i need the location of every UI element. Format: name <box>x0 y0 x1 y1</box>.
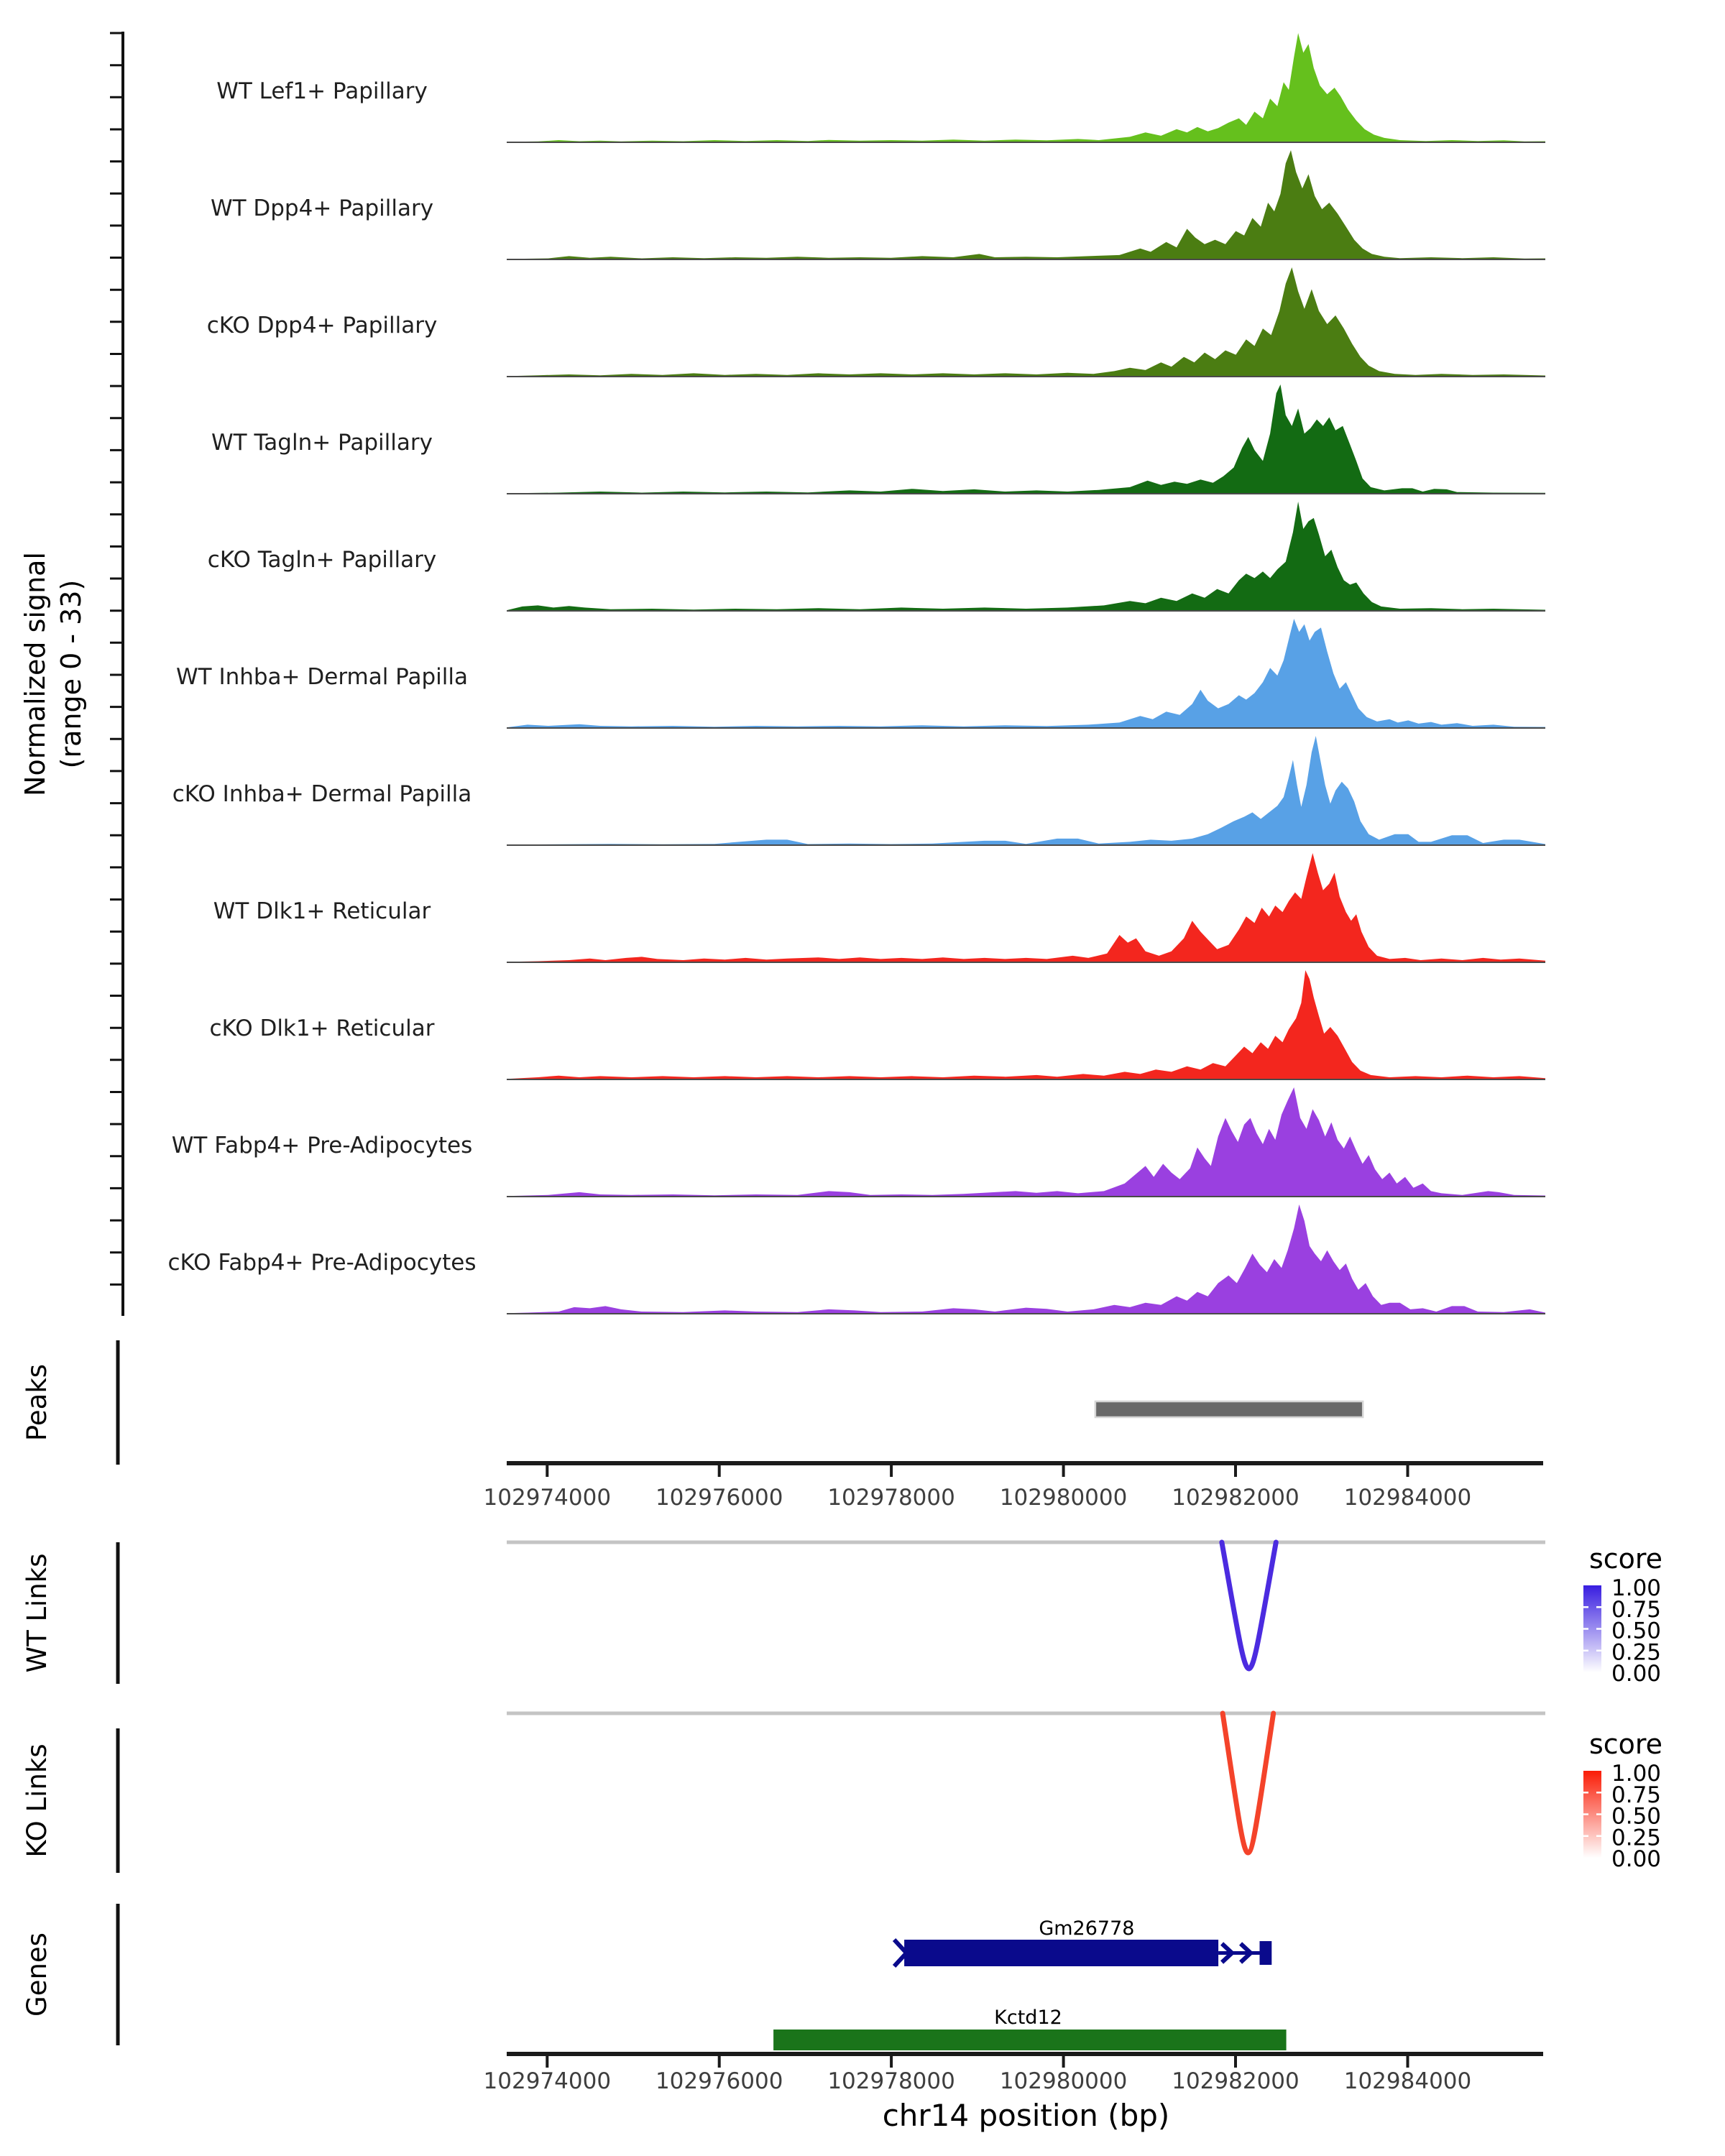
ko-link-arc <box>1220 1710 1276 1856</box>
ko-score-legend-value-0: 1.00 <box>1611 1761 1661 1787</box>
axis-top-tick-label-1: 102976000 <box>656 1485 783 1511</box>
signal-area-9 <box>507 1087 1545 1197</box>
wt-score-legend-value-2: 0.50 <box>1611 1618 1661 1644</box>
ko-score-legend-value-2: 0.50 <box>1611 1804 1661 1830</box>
signal-area-1 <box>507 150 1545 259</box>
track-label-8: cKO Dlk1+ Reticular <box>210 1015 435 1041</box>
axis-bottom-tick-label-3: 102980000 <box>1000 2068 1128 2094</box>
signal-area-7 <box>507 853 1545 962</box>
axis-top-tick-label-3: 102980000 <box>1000 1485 1128 1511</box>
peaks-label: Peaks <box>22 1364 52 1441</box>
axis-bottom-tick-label-2: 102978000 <box>827 2068 955 2094</box>
gene-body-kctd12 <box>773 2030 1287 2050</box>
axis-bottom-tick-label-5: 102984000 <box>1344 2068 1472 2094</box>
axis-bottom-tick-label-4: 102982000 <box>1172 2068 1300 2094</box>
signal-area-3 <box>507 384 1545 494</box>
signal-area-0 <box>507 33 1545 142</box>
ko-score-legend-title: score <box>1589 1728 1662 1760</box>
track-label-4: cKO Tagln+ Papillary <box>208 547 436 573</box>
track-label-1: WT Dpp4+ Papillary <box>211 195 433 221</box>
track-label-10: cKO Fabp4+ Pre-Adipocytes <box>168 1250 477 1276</box>
ko-score-legend-value-1: 0.75 <box>1611 1782 1661 1808</box>
wt-link-arc <box>1219 1539 1279 1672</box>
ko-links-label: KO Links <box>22 1743 52 1857</box>
track-label-0: WT Lef1+ Papillary <box>216 78 428 104</box>
axis-top-tick-label-2: 102978000 <box>827 1485 955 1511</box>
wt-score-legend-title: score <box>1589 1543 1662 1575</box>
signal-area-4 <box>507 502 1545 611</box>
track-label-6: cKO Inhba+ Dermal Papilla <box>172 781 472 807</box>
wt-links-label: WT Links <box>22 1554 52 1673</box>
signal-area-8 <box>507 970 1545 1079</box>
wt-score-legend-value-1: 0.75 <box>1611 1597 1661 1623</box>
axis-bottom-tick-label-1: 102976000 <box>656 2068 783 2094</box>
track-label-5: WT Inhba+ Dermal Papilla <box>176 664 468 690</box>
track-label-2: cKO Dpp4+ Papillary <box>207 313 438 338</box>
wt-score-legend-value-0: 1.00 <box>1611 1575 1661 1601</box>
genes-label: Genes <box>22 1932 52 2017</box>
gene-strand-arrow <box>1220 1942 1236 1964</box>
peak-bar <box>1094 1400 1364 1419</box>
signal-area-6 <box>507 736 1545 845</box>
x-axis-title: chr14 position (bp) <box>883 2098 1170 2133</box>
gene-exon2-gm26778 <box>1259 1941 1272 1965</box>
signal-area-10 <box>507 1204 1545 1314</box>
wt-score-legend-value-4: 0.00 <box>1611 1661 1661 1687</box>
signal-area-2 <box>507 267 1545 377</box>
y-axis-label-line1: Normalized signal <box>19 552 51 796</box>
y-axis-label-line2: (range 0 - 33) <box>55 580 87 769</box>
ko-score-legend-value-3: 0.25 <box>1611 1825 1661 1851</box>
axis-top-tick-label-4: 102982000 <box>1172 1485 1300 1511</box>
wt-score-legend-value-3: 0.25 <box>1611 1639 1661 1665</box>
gene-strand-arrow <box>1239 1942 1254 1964</box>
gene-label-kctd12: Kctd12 <box>994 2007 1062 2029</box>
track-label-9: WT Fabp4+ Pre-Adipocytes <box>172 1133 473 1158</box>
track-label-7: WT Dlk1+ Reticular <box>213 898 431 924</box>
axis-top-tick-label-0: 102974000 <box>484 1485 612 1511</box>
signal-area-5 <box>507 619 1545 728</box>
axis-bottom-tick-label-0: 102974000 <box>484 2068 612 2094</box>
gene-body-gm26778 <box>904 1940 1219 1966</box>
gene-strand-arrow <box>892 1938 910 1968</box>
axis-top-tick-label-5: 102984000 <box>1344 1485 1472 1511</box>
gene-label-gm26778: Gm26778 <box>1039 1917 1134 1940</box>
ko-score-legend-value-4: 0.00 <box>1611 1846 1661 1872</box>
track-label-3: WT Tagln+ Papillary <box>211 430 433 456</box>
